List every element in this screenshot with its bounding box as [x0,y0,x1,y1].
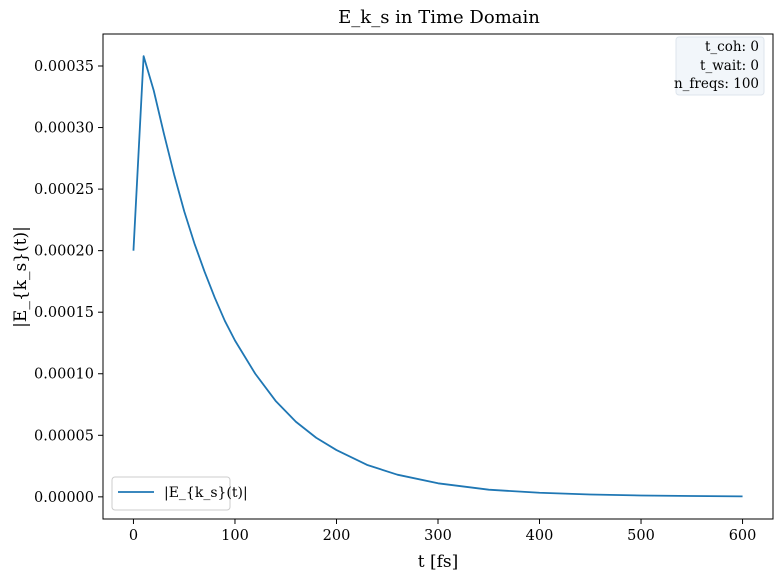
info-t-wait: t_wait: 0 [700,58,759,74]
y-axis-ticks: 0.00000 0.00005 0.00010 0.00015 0.00020 0.000… [34,59,103,506]
info-box: t_coh: 0 t_wait: 0 n_freqs: 100 [674,36,765,96]
y-tick-label: 0.00000 [34,490,94,506]
x-axis-ticks: 0 100 200 300 400 500 600 [129,519,757,544]
y-tick-label: 0.00010 [34,367,94,383]
legend: |E_{k_s}(t)| [111,476,248,511]
y-tick-label: 0.00025 [34,182,94,198]
x-tick-label: 0 [129,528,138,544]
y-tick-label: 0.00030 [34,121,94,137]
info-t-coh: t_coh: 0 [705,39,759,55]
plot-area [102,33,774,520]
y-tick-label: 0.00005 [34,428,94,444]
x-tick-label: 300 [424,528,452,544]
x-tick-label: 500 [627,528,655,544]
x-tick-label: 600 [729,528,757,544]
info-n-freqs: n_freqs: 100 [674,76,759,92]
x-tick-label: 100 [221,528,249,544]
y-axis-label: |E_{k_s}(t)| [11,226,31,328]
chart-title: E_k_s in Time Domain [338,7,540,28]
y-tick-label: 0.00015 [34,305,94,321]
y-tick-label: 0.00035 [34,59,94,75]
series-line [132,55,743,498]
legend-entry-label: |E_{k_s}(t)| [164,485,248,501]
x-tick-label: 400 [526,528,554,544]
y-tick-label: 0.00020 [34,244,94,260]
x-tick-label: 200 [323,528,351,544]
x-axis-label: t [fs] [418,552,459,572]
